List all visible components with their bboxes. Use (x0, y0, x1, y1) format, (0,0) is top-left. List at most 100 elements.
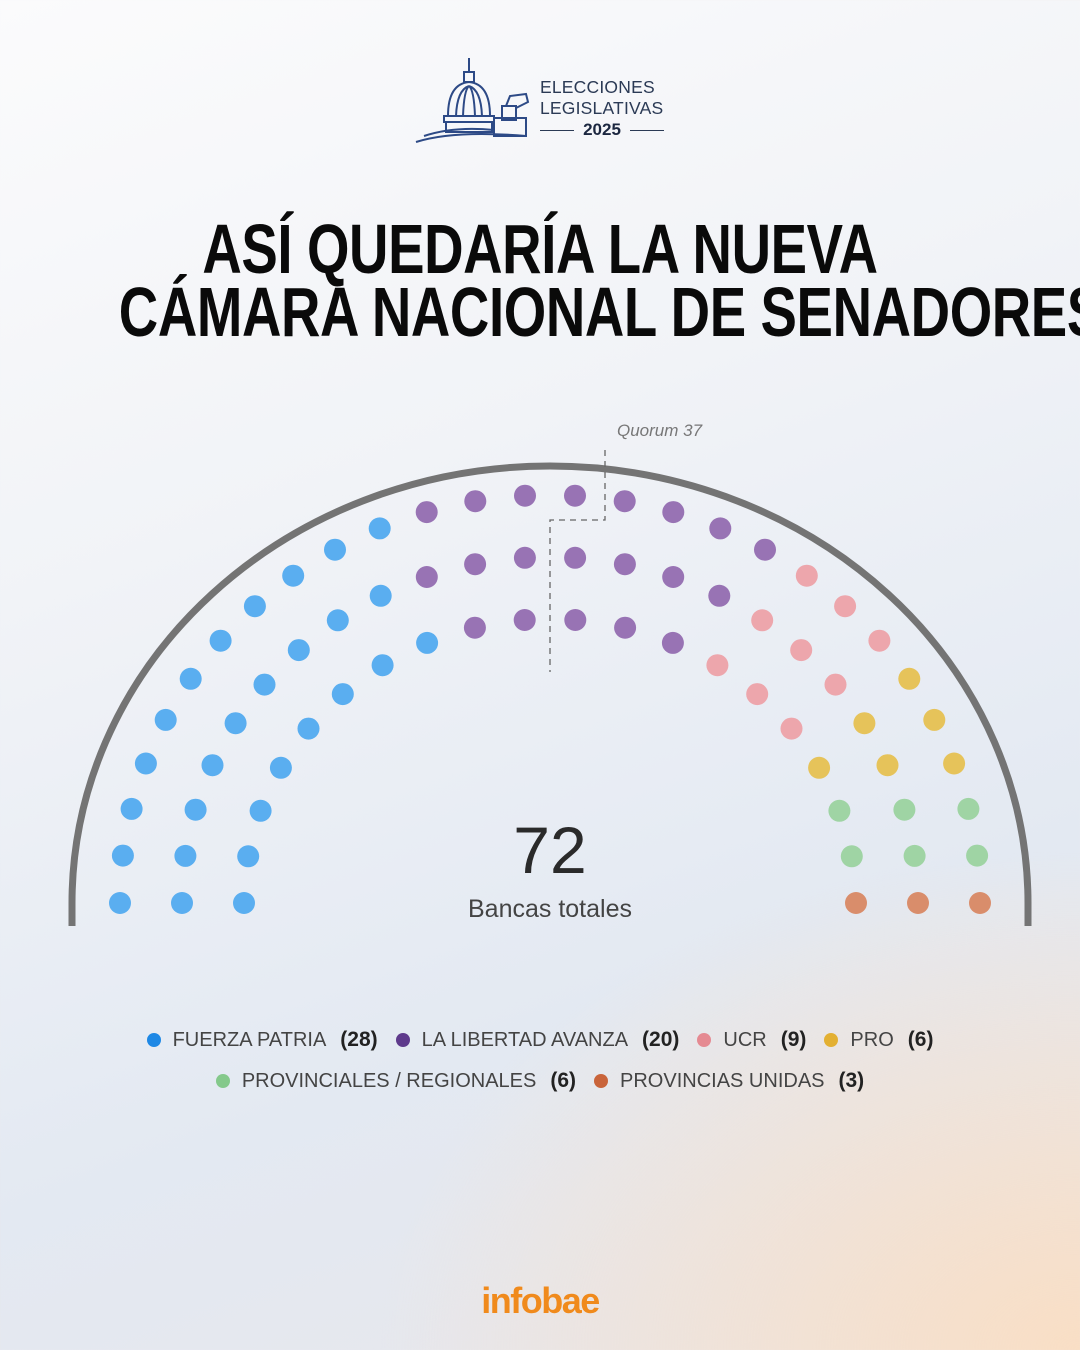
seat-ucr (780, 717, 803, 740)
seat-fuerza-patria (120, 797, 143, 820)
seat-fuerza-patria (184, 798, 207, 821)
seat-fuerza-patria (111, 844, 134, 867)
seats-group (109, 484, 991, 914)
seat-pro (853, 712, 876, 735)
seat-la-libertad-avanza (463, 616, 486, 639)
title-line1: ASÍ QUEDARÍA LA NUEVA (202, 210, 878, 288)
legend-dot-icon (146, 1033, 161, 1047)
seat-la-libertad-avanza (709, 517, 732, 540)
legend-count: (9) (780, 1028, 807, 1051)
seat-fuerza-patria (269, 756, 292, 779)
seat-fuerza-patria (253, 673, 276, 696)
seat-pro (898, 667, 921, 690)
seat-fuerza-patria (134, 752, 157, 775)
seat-pro (943, 752, 966, 775)
seat-provincias-unidas (907, 892, 929, 914)
legend-row-1: FUERZA PATRIA (28) LA LIBERTAD AVANZA (20) U… (0, 1028, 1080, 1052)
chamber-arc (68, 462, 1032, 926)
legend-dot-icon (594, 1074, 609, 1088)
legend-label: PRO (850, 1028, 894, 1051)
legend-count: (3) (838, 1069, 865, 1092)
seat-fuerza-patria (201, 754, 224, 777)
seat-ucr (706, 654, 729, 677)
seat-ucr (824, 673, 847, 696)
legend-item: PROVINCIALES / REGIONALES (6) (215, 1069, 576, 1093)
legend-label: PROVINCIALES / REGIONALES (241, 1069, 537, 1092)
seat-fuerza-patria (326, 609, 349, 632)
seat-provinciales-regionales (966, 844, 989, 867)
parliament-chart: Quorum 37 72 Bancas totales (68, 421, 1032, 926)
quorum-label: Quorum 37 (617, 421, 703, 440)
quorum-line (549, 450, 606, 672)
title-line2: CÁMARA NACIONAL DE SENADORES (118, 273, 1080, 351)
page-title: ASÍ QUEDARÍA LA NUEVA CÁMARA NACIONAL DE… (0, 210, 1080, 351)
seat-fuerza-patria (282, 564, 305, 587)
seat-fuerza-patria (109, 892, 131, 914)
seat-fuerza-patria (209, 629, 232, 652)
elecciones-logo-capitol-icon (415, 58, 530, 143)
seat-fuerza-patria (171, 892, 193, 914)
seat-la-libertad-avanza (514, 484, 536, 507)
seat-fuerza-patria (179, 667, 202, 690)
seat-la-libertad-avanza (513, 609, 536, 631)
seat-pro (876, 754, 899, 777)
legend-item: FUERZA PATRIA (28) (146, 1028, 378, 1052)
legend-dot-icon (697, 1033, 712, 1047)
legend-count: (6) (907, 1028, 934, 1051)
seat-fuerza-patria (154, 708, 177, 731)
seat-la-libertad-avanza (464, 490, 487, 513)
seat-la-libertad-avanza (662, 501, 685, 524)
seat-pro (808, 756, 831, 779)
legend-dot-icon (395, 1033, 410, 1047)
seat-fuerza-patria (369, 584, 392, 607)
seat-fuerza-patria (237, 845, 260, 868)
seat-la-libertad-avanza (564, 484, 586, 507)
logo-year: 2025 (540, 120, 664, 140)
logo-title: ELECCIONES LEGISLATIVAS (540, 77, 663, 119)
total-seats-label: Bancas totales (468, 895, 632, 923)
legend-item: PROVINCIAS UNIDAS (3) (594, 1069, 864, 1093)
legend-count: (20) (642, 1028, 680, 1051)
seat-la-libertad-avanza (613, 553, 636, 576)
seat-fuerza-patria (287, 639, 310, 662)
seat-la-libertad-avanza (614, 616, 637, 639)
seat-la-libertad-avanza (415, 566, 438, 588)
seat-la-libertad-avanza (613, 490, 636, 513)
legend-label: LA LIBERTAD AVANZA (421, 1028, 629, 1051)
seat-fuerza-patria (416, 631, 439, 654)
seat-fuerza-patria (243, 595, 266, 618)
seat-la-libertad-avanza (464, 553, 487, 576)
seat-ucr (746, 683, 769, 706)
seat-fuerza-patria (331, 683, 354, 706)
seat-provinciales-regionales (957, 797, 980, 820)
legend-label: FUERZA PATRIA (172, 1028, 327, 1051)
legend-item: UCR (9) (697, 1028, 806, 1052)
legend-label: PROVINCIAS UNIDAS (620, 1069, 825, 1092)
legend-row-2: PROVINCIALES / REGIONALES (6) PROVINCIAS U… (0, 1069, 1080, 1093)
seat-fuerza-patria (224, 712, 247, 735)
seat-provinciales-regionales (840, 845, 863, 868)
seat-fuerza-patria (233, 892, 255, 914)
seat-fuerza-patria (324, 538, 346, 561)
seat-fuerza-patria (371, 654, 394, 677)
seat-la-libertad-avanza (564, 609, 587, 631)
seat-provincias-unidas (845, 892, 867, 914)
seat-la-libertad-avanza (415, 501, 438, 524)
seat-la-libertad-avanza (754, 538, 776, 561)
seat-pro (923, 708, 946, 731)
legend-dot-icon (824, 1033, 839, 1047)
seat-la-libertad-avanza (661, 631, 684, 654)
seat-la-libertad-avanza (513, 546, 536, 569)
legend-item: PRO (6) (824, 1028, 933, 1052)
infobae-logo: infobae (481, 1280, 600, 1321)
seat-fuerza-patria (297, 717, 320, 740)
legend-label: UCR (723, 1028, 767, 1051)
seat-ucr (795, 564, 818, 587)
logo-line2: LEGISLATIVAS (540, 98, 664, 118)
seat-fuerza-patria (249, 799, 272, 822)
seat-fuerza-patria (174, 844, 197, 867)
seat-la-libertad-avanza (662, 566, 685, 588)
seat-fuerza-patria (368, 517, 391, 540)
seat-ucr (790, 639, 813, 662)
seat-provinciales-regionales (893, 798, 916, 821)
